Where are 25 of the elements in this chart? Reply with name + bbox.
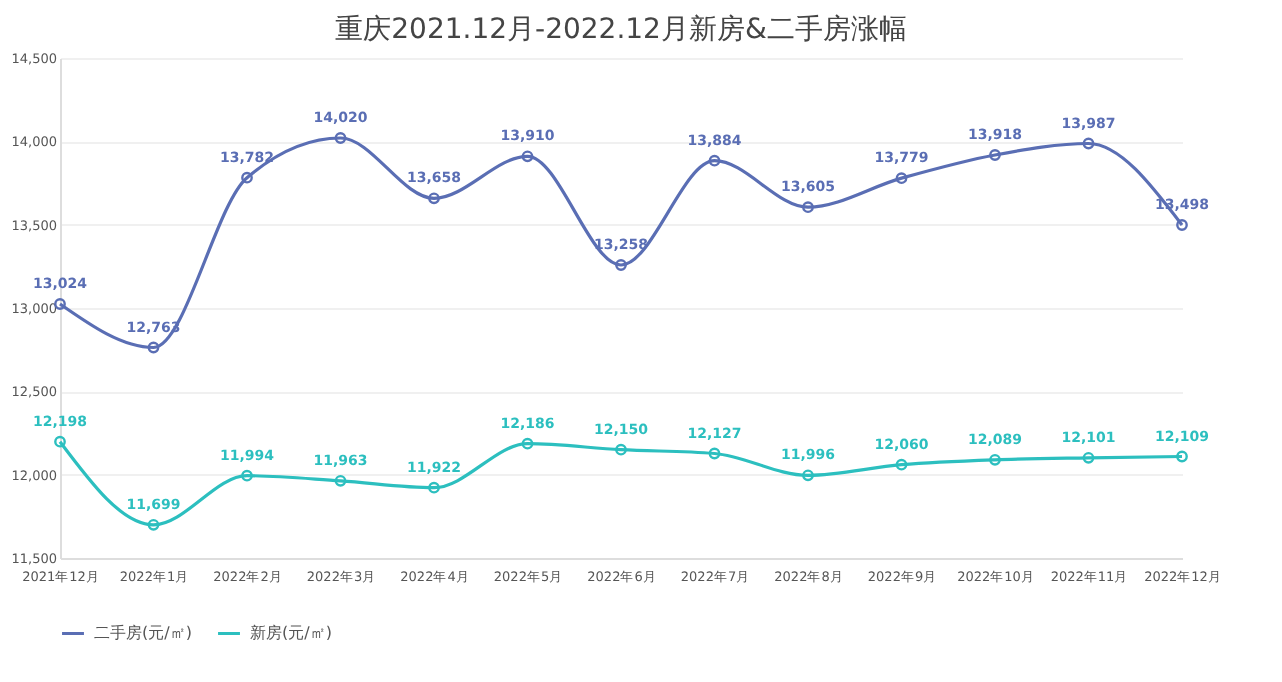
point: [521, 150, 534, 163]
point: [428, 481, 440, 494]
point: [708, 154, 721, 167]
legend-label: 二手房(元/㎡): [94, 623, 192, 642]
point: [615, 259, 627, 271]
point: [147, 341, 160, 354]
point: [895, 458, 908, 471]
point: [334, 474, 347, 487]
point: [1082, 451, 1095, 464]
point: [989, 149, 1001, 161]
point: [241, 469, 253, 482]
point: [708, 447, 721, 460]
point: [895, 172, 908, 185]
chart-title: 重庆2021.12月-2022.12月新房&二手房涨幅: [335, 14, 907, 46]
point: [521, 437, 534, 450]
point: [1082, 137, 1095, 150]
point: [334, 132, 347, 144]
point: [802, 469, 814, 482]
point: [147, 518, 160, 531]
point: [428, 192, 440, 205]
point: [615, 443, 627, 456]
legend-label: 新房(元/㎡): [250, 623, 332, 642]
point: [241, 171, 253, 184]
point: [989, 453, 1001, 466]
point: [802, 201, 814, 214]
